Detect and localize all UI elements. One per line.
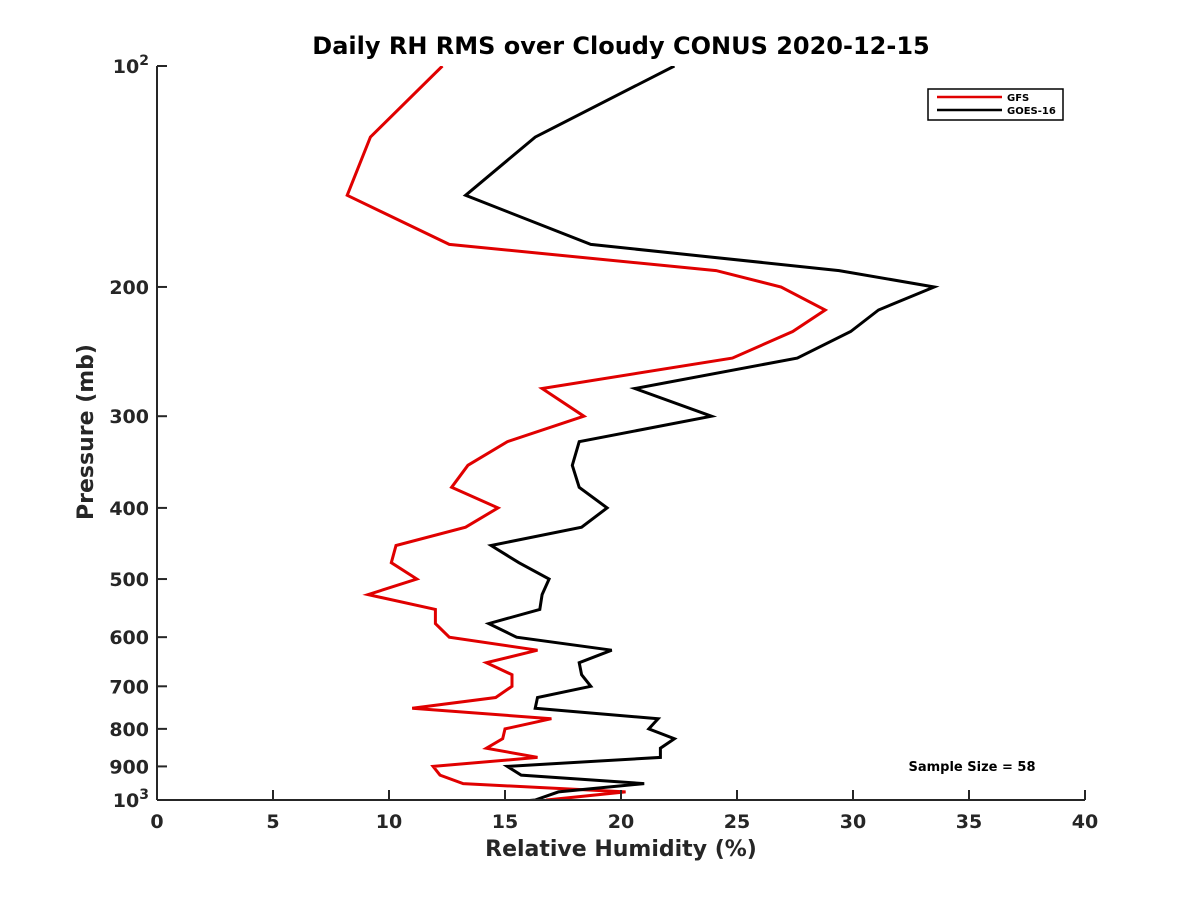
x-axis-label: Relative Humidity (%): [485, 837, 757, 862]
y-tick-label: 900: [109, 756, 149, 778]
x-tick-label: 30: [840, 811, 866, 833]
legend-label-goes-16: GOES-16: [1007, 106, 1056, 117]
series-line-gfs: [345, 66, 829, 800]
x-tick-label: 10: [376, 811, 402, 833]
y-tick-label: 400: [109, 498, 149, 520]
x-tick-label: 0: [150, 811, 163, 833]
x-tick-label: 20: [608, 811, 634, 833]
chart-title: Daily RH RMS over Cloudy CONUS 2020-12-1…: [312, 32, 929, 60]
y-tick-label: 300: [109, 406, 149, 428]
legend-box: [927, 88, 1064, 121]
series-line-goes-16: [462, 66, 940, 800]
y-tick-label: 600: [109, 627, 149, 649]
y-tick-label: 700: [109, 676, 149, 698]
x-tick-label: 40: [1072, 811, 1098, 833]
plot-area: 0 5 10 15 20 25 30 35 40 102 200 300 400 500 600 700 800…: [109, 53, 1098, 833]
x-tick-label: 25: [724, 811, 750, 833]
y-tick-label: 200: [109, 277, 149, 299]
y-tick-label: 800: [109, 719, 149, 741]
sample-size-annotation: Sample Size = 58: [908, 760, 1035, 775]
y-tick-label: 500: [109, 569, 149, 591]
legend-label-gfs: GFS: [1007, 93, 1029, 104]
y-tick-label: 102: [113, 53, 149, 78]
y-tick-label: 103: [113, 787, 149, 812]
legend: GFS GOES-16: [927, 88, 1064, 121]
y-axis-label: Pressure (mb): [74, 344, 99, 520]
x-tick-label: 35: [956, 811, 982, 833]
x-tick-label: 15: [492, 811, 518, 833]
x-tick-label: 5: [266, 811, 279, 833]
